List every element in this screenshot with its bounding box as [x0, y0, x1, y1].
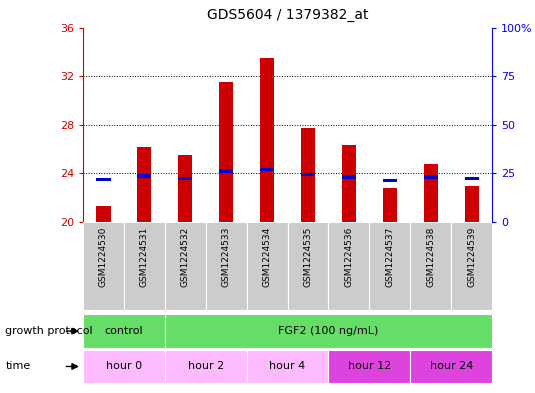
Bar: [178, 176, 193, 180]
Bar: [219, 82, 233, 222]
Text: GSM1224532: GSM1224532: [181, 226, 190, 287]
Bar: [206, 222, 247, 310]
Bar: [342, 175, 356, 179]
Bar: [96, 206, 111, 222]
Bar: [137, 174, 151, 178]
Bar: [83, 350, 165, 383]
Bar: [260, 58, 274, 222]
Bar: [342, 145, 356, 222]
Text: GSM1224538: GSM1224538: [426, 226, 435, 287]
Bar: [165, 222, 206, 310]
Text: FGF2 (100 ng/mL): FGF2 (100 ng/mL): [278, 326, 379, 336]
Bar: [83, 222, 124, 310]
Bar: [424, 175, 438, 179]
Text: hour 4: hour 4: [270, 362, 305, 371]
Text: growth protocol: growth protocol: [5, 326, 93, 336]
Text: time: time: [5, 362, 30, 371]
Bar: [219, 169, 233, 173]
Bar: [383, 179, 397, 182]
Text: hour 0: hour 0: [106, 362, 142, 371]
Bar: [288, 222, 328, 310]
Bar: [410, 350, 492, 383]
Text: GSM1224536: GSM1224536: [345, 226, 354, 287]
Bar: [83, 314, 165, 348]
Bar: [370, 222, 410, 310]
Bar: [260, 168, 274, 171]
Bar: [301, 129, 315, 222]
Bar: [137, 147, 151, 222]
Bar: [424, 163, 438, 222]
Text: GSM1224535: GSM1224535: [303, 226, 312, 287]
Text: GSM1224539: GSM1224539: [467, 226, 476, 287]
Text: hour 24: hour 24: [430, 362, 473, 371]
Bar: [178, 155, 193, 222]
Text: GSM1224530: GSM1224530: [99, 226, 108, 287]
Bar: [124, 222, 165, 310]
Text: hour 12: hour 12: [348, 362, 391, 371]
Bar: [452, 222, 492, 310]
Text: GSM1224534: GSM1224534: [263, 226, 272, 287]
Bar: [328, 350, 410, 383]
Bar: [464, 176, 479, 180]
Bar: [96, 178, 111, 181]
Bar: [410, 222, 452, 310]
Text: GSM1224531: GSM1224531: [140, 226, 149, 287]
Text: control: control: [104, 326, 143, 336]
Text: GSM1224537: GSM1224537: [385, 226, 394, 287]
Bar: [165, 314, 492, 348]
Bar: [301, 173, 315, 176]
Bar: [247, 350, 328, 383]
Bar: [165, 350, 247, 383]
Bar: [383, 188, 397, 222]
Bar: [328, 222, 370, 310]
Text: GSM1224533: GSM1224533: [221, 226, 231, 287]
Bar: [247, 222, 288, 310]
Bar: [464, 185, 479, 222]
Title: GDS5604 / 1379382_at: GDS5604 / 1379382_at: [207, 8, 368, 22]
Text: hour 2: hour 2: [188, 362, 224, 371]
